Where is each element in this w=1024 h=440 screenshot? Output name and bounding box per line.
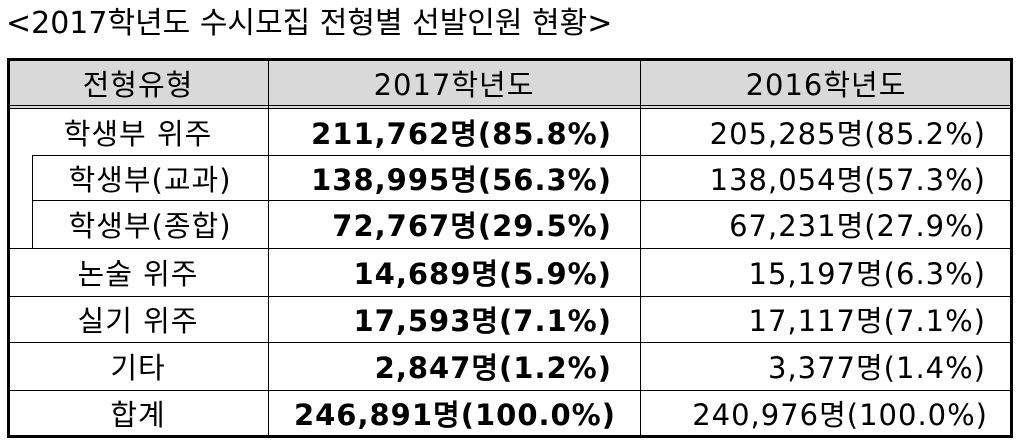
cell-2017: 72,767명(29.5%): [332, 209, 612, 243]
cell-2017: 211,762명(85.8%): [311, 116, 612, 151]
table-line: [640, 58, 641, 438]
row-label: 학생부(교과): [68, 162, 232, 197]
table-line: [8, 296, 1012, 297]
header-background: [8, 60, 1012, 108]
cell-2016: 67,231명(27.9%): [729, 209, 986, 243]
cell-2017: 14,689명(5.9%): [353, 257, 612, 291]
cell-2017: 138,995명(56.3%): [311, 162, 612, 197]
table-line: [8, 248, 1012, 249]
cell-2016: 138,054명(57.3%): [709, 162, 986, 197]
table-line: [32, 155, 1012, 156]
cell-2017: 246,891명(100.0%): [293, 397, 616, 432]
row-label: 학생부 위주: [63, 116, 213, 151]
column-header: 2016학년도: [745, 68, 907, 102]
row-label: 논술 위주: [77, 257, 199, 291]
row-label: 기타: [110, 351, 166, 385]
table-line: [8, 58, 1012, 61]
cell-2016: 17,117명(7.1%): [748, 304, 986, 338]
row-label: 학생부(종합): [68, 209, 232, 243]
cell-2016: 240,976명(100.0%): [692, 397, 988, 432]
column-header: 전형유형: [82, 68, 194, 102]
cell-2017: 17,593명(7.1%): [353, 304, 612, 338]
table-line: [1010, 58, 1013, 438]
table-line: [32, 155, 33, 248]
cell-2016: 205,285명(85.2%): [709, 116, 986, 151]
table-line: [8, 108, 1012, 109]
cell-2016: 3,377명(1.4%): [767, 351, 986, 385]
cell-2017: 2,847명(1.2%): [374, 351, 612, 385]
table-line: [268, 58, 269, 438]
column-header: 2017학년도: [373, 68, 535, 102]
row-label: 합계: [110, 397, 166, 432]
table-line: [32, 200, 1012, 201]
table-line: [8, 342, 1012, 343]
table-line: [8, 390, 1012, 391]
table-line: [8, 105, 1012, 106]
cell-2016: 15,197명(6.3%): [748, 257, 986, 291]
table-line: [8, 435, 1012, 438]
title: <2017학년도 수시모집 전형별 선발인원 현황>: [6, 6, 613, 41]
table-line: [7, 58, 10, 438]
row-label: 실기 위주: [77, 304, 199, 338]
